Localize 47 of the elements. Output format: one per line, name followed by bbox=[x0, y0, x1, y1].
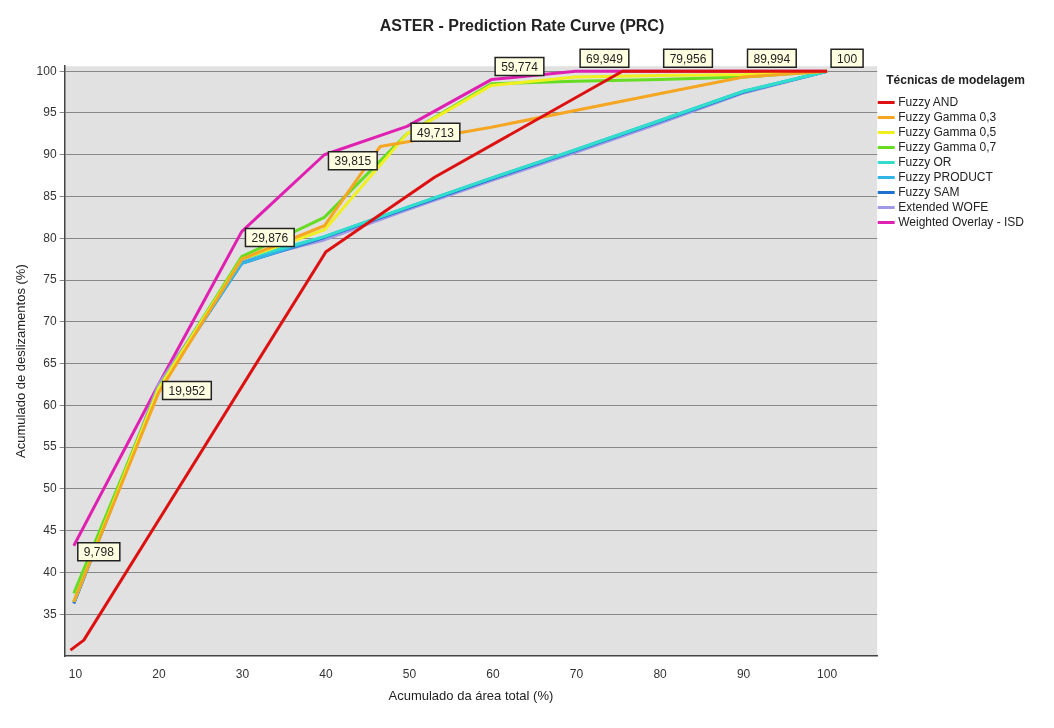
annotation: 79,956 bbox=[669, 51, 707, 66]
legend-label: Fuzzy OR bbox=[898, 154, 952, 169]
y-tick-label: 35 bbox=[43, 606, 57, 621]
legend-label: Fuzzy SAM bbox=[898, 184, 960, 199]
legend-label: Fuzzy AND bbox=[898, 94, 959, 109]
y-tick-label: 70 bbox=[43, 314, 57, 329]
x-tick-label: 30 bbox=[235, 666, 250, 681]
annotation: 89,994 bbox=[753, 51, 791, 66]
chart-title: ASTER - Prediction Rate Curve (PRC) bbox=[379, 17, 665, 35]
annotation: 69,949 bbox=[586, 51, 624, 66]
annotation: 9,798 bbox=[83, 545, 115, 560]
legend-label: Fuzzy Gamma 0,5 bbox=[898, 124, 997, 139]
x-tick-label: 50 bbox=[402, 666, 417, 681]
x-tick-label: 70 bbox=[569, 666, 584, 681]
y-tick-label: 95 bbox=[43, 105, 57, 120]
x-tick-label: 10 bbox=[68, 666, 83, 681]
x-tick-label: 60 bbox=[486, 666, 501, 681]
y-tick-label: 100 bbox=[36, 63, 57, 78]
y-tick-label: 85 bbox=[43, 188, 57, 203]
x-axis-title: Acumulado da área total (%) bbox=[388, 687, 554, 703]
x-tick-label: 40 bbox=[319, 666, 333, 681]
annotation: 59,774 bbox=[501, 59, 539, 74]
y-tick-label: 45 bbox=[43, 523, 57, 537]
annotation: 100 bbox=[837, 51, 858, 66]
x-tick-label: 100 bbox=[817, 666, 838, 681]
annotation: 49,713 bbox=[417, 125, 455, 140]
legend-title: Técnicas de modelagem bbox=[886, 73, 1025, 88]
legend-label: Fuzzy PRODUCT bbox=[898, 169, 994, 184]
x-tick-label: 90 bbox=[736, 666, 751, 681]
annotation: 29,876 bbox=[251, 230, 289, 245]
y-axis-title: Acumulado de deslizamentos (%) bbox=[13, 264, 29, 458]
y-tick-label: 90 bbox=[43, 147, 57, 162]
x-tick-label: 80 bbox=[653, 666, 668, 681]
legend-label: Fuzzy Gamma 0,7 bbox=[898, 139, 997, 154]
y-tick-label: 80 bbox=[43, 230, 57, 245]
annotation: 39,815 bbox=[334, 154, 372, 169]
x-tick-label: 20 bbox=[152, 666, 166, 681]
y-tick-label: 60 bbox=[43, 397, 57, 412]
y-tick-label: 65 bbox=[43, 355, 57, 370]
y-tick-label: 55 bbox=[43, 439, 57, 454]
y-tick-label: 40 bbox=[43, 564, 57, 579]
y-tick-label: 50 bbox=[43, 481, 57, 496]
legend-label: Weighted Overlay - ISD bbox=[898, 214, 1025, 229]
legend-label: Fuzzy Gamma 0,3 bbox=[898, 109, 997, 124]
y-tick-label: 75 bbox=[43, 272, 57, 287]
annotation: 19,952 bbox=[168, 383, 206, 398]
legend-label: Extended WOFE bbox=[898, 199, 989, 214]
